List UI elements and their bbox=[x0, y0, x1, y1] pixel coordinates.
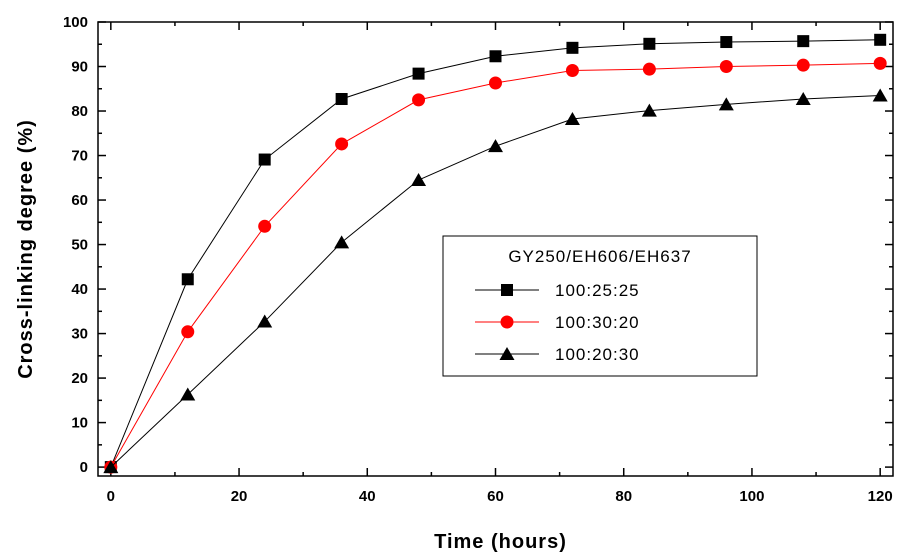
series-1 bbox=[104, 33, 887, 474]
x-tick-label: 100 bbox=[739, 488, 764, 505]
data-point bbox=[643, 37, 656, 50]
data-point bbox=[258, 153, 271, 166]
data-point bbox=[874, 33, 887, 46]
data-point bbox=[795, 92, 811, 106]
y-tick-label: 0 bbox=[80, 459, 88, 476]
data-point bbox=[103, 460, 119, 474]
data-point bbox=[334, 235, 350, 249]
x-tick-label: 20 bbox=[231, 488, 248, 505]
y-tick-label: 50 bbox=[71, 237, 88, 254]
x-tick-label: 120 bbox=[868, 488, 893, 505]
y-tick-label: 30 bbox=[71, 326, 88, 343]
tick-labels-layer: 0 20 40 60 80 100 120 0 10 20 30 40 50 60 70 80 90 100 bbox=[63, 14, 893, 505]
data-point bbox=[411, 173, 427, 187]
x-tick-label: 40 bbox=[359, 488, 376, 505]
legend-marker bbox=[501, 284, 513, 296]
legend-item: 100:20:30 bbox=[475, 345, 640, 364]
data-point bbox=[564, 112, 580, 126]
data-point bbox=[181, 273, 194, 286]
legend-item: 100:30:20 bbox=[475, 313, 640, 332]
data-point bbox=[565, 64, 579, 78]
x-tick-label: 60 bbox=[487, 488, 504, 505]
data-point bbox=[873, 56, 887, 70]
data-point bbox=[180, 387, 196, 401]
x-tick-label: 0 bbox=[107, 488, 115, 505]
data-point bbox=[488, 139, 503, 153]
legend: GY250/EH606/EH637 100:25:25100:30:20100:… bbox=[442, 235, 758, 377]
y-tick-label: 70 bbox=[71, 148, 88, 165]
data-point bbox=[797, 35, 810, 48]
y-tick-label: 20 bbox=[71, 370, 88, 387]
legend-item: 100:25:25 bbox=[475, 281, 640, 300]
legend-label: 100:20:30 bbox=[555, 345, 640, 364]
series-2 bbox=[104, 56, 887, 474]
y-tick-label: 10 bbox=[71, 415, 88, 432]
y-tick-label: 80 bbox=[71, 103, 88, 120]
series-3 bbox=[103, 88, 888, 474]
data-point bbox=[258, 219, 272, 233]
y-tick-label: 60 bbox=[71, 192, 88, 209]
legend-label: 100:25:25 bbox=[555, 281, 640, 300]
legend-box bbox=[442, 235, 758, 377]
data-point bbox=[489, 76, 502, 90]
data-point bbox=[718, 97, 734, 111]
data-point bbox=[566, 41, 579, 54]
y-axis-title: Cross-linking degree (%) bbox=[15, 119, 37, 379]
legend-label: 100:30:20 bbox=[555, 313, 640, 332]
data-point bbox=[641, 103, 657, 117]
data-point bbox=[796, 58, 810, 72]
legend-marker bbox=[500, 315, 514, 329]
data-point bbox=[412, 93, 426, 107]
data-point bbox=[642, 62, 656, 76]
series-layer bbox=[103, 33, 888, 474]
data-point bbox=[181, 325, 195, 339]
y-tick-label: 100 bbox=[63, 14, 88, 31]
y-tick-label: 40 bbox=[71, 281, 88, 298]
legend-items: 100:25:25 100:30:20 100:20:30 bbox=[475, 281, 640, 364]
data-point bbox=[335, 93, 348, 106]
legend-title: GY250/EH606/EH637 bbox=[508, 247, 691, 266]
data-point bbox=[719, 60, 733, 74]
data-point bbox=[720, 36, 733, 49]
x-tick-label: 80 bbox=[615, 488, 632, 505]
data-point bbox=[412, 67, 425, 80]
data-point bbox=[872, 88, 888, 102]
data-point bbox=[335, 137, 349, 151]
legend-marker bbox=[499, 347, 515, 360]
plot-frame bbox=[97, 21, 894, 477]
data-point bbox=[489, 50, 502, 63]
y-tick-label: 90 bbox=[71, 59, 88, 76]
data-point bbox=[257, 314, 273, 328]
x-axis-title: Time (hours) bbox=[434, 531, 567, 553]
